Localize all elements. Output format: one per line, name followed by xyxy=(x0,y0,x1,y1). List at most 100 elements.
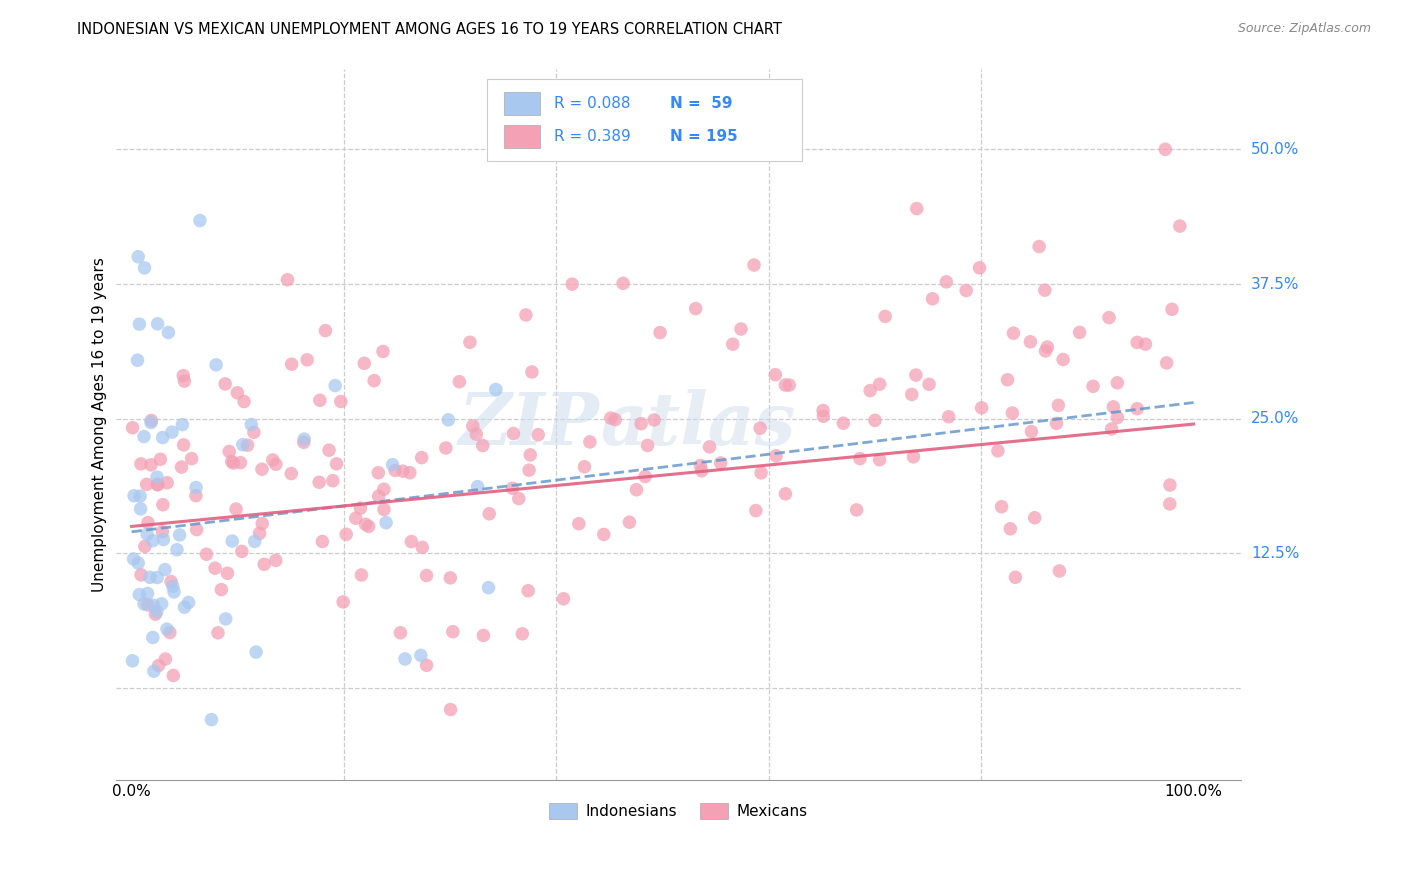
Point xyxy=(169,528,191,542)
Point xyxy=(1161,302,1184,317)
Point xyxy=(441,624,464,639)
Point xyxy=(561,277,583,292)
Point xyxy=(461,419,484,434)
Point xyxy=(325,457,347,471)
Point xyxy=(1069,326,1091,340)
Point xyxy=(371,344,394,359)
Point xyxy=(188,213,211,227)
Point xyxy=(1033,283,1056,297)
Point xyxy=(152,431,174,445)
Point xyxy=(605,412,627,426)
Point xyxy=(236,438,259,452)
Point xyxy=(332,595,354,609)
Point xyxy=(510,627,533,641)
Point xyxy=(384,463,406,477)
Point xyxy=(184,489,207,503)
Point xyxy=(322,474,344,488)
Point xyxy=(1159,478,1181,492)
Point xyxy=(1001,406,1024,420)
Point xyxy=(415,568,437,582)
Point xyxy=(225,502,247,516)
Point xyxy=(1107,376,1129,390)
Text: 37.5%: 37.5% xyxy=(1251,277,1299,292)
Point xyxy=(150,597,173,611)
Point xyxy=(139,458,162,472)
Point xyxy=(875,310,897,324)
FancyBboxPatch shape xyxy=(503,125,540,148)
Point xyxy=(127,556,149,570)
Point xyxy=(1126,335,1149,350)
Point xyxy=(146,477,169,491)
Point xyxy=(264,457,287,471)
Point xyxy=(335,527,357,541)
Point xyxy=(730,322,752,336)
Point xyxy=(990,500,1012,514)
Point xyxy=(146,570,169,584)
Point xyxy=(1126,401,1149,416)
Point xyxy=(252,516,274,531)
Point xyxy=(128,317,150,331)
Point xyxy=(314,324,336,338)
Point xyxy=(1000,522,1022,536)
Point xyxy=(904,368,927,382)
Point xyxy=(160,425,183,439)
Point xyxy=(163,585,186,599)
Point xyxy=(1019,334,1042,349)
Point xyxy=(721,337,744,351)
Point xyxy=(1101,422,1123,436)
Point xyxy=(145,607,167,622)
Point xyxy=(938,409,960,424)
Point xyxy=(778,378,800,392)
Point xyxy=(136,527,159,541)
Point xyxy=(439,571,461,585)
Text: INDONESIAN VS MEXICAN UNEMPLOYMENT AMONG AGES 16 TO 19 YEARS CORRELATION CHART: INDONESIAN VS MEXICAN UNEMPLOYMENT AMONG… xyxy=(77,22,782,37)
Point xyxy=(869,452,891,467)
Point xyxy=(955,284,977,298)
Point xyxy=(381,458,404,472)
Point xyxy=(749,421,772,435)
Point xyxy=(969,260,991,275)
Point xyxy=(292,432,315,446)
Point xyxy=(749,466,772,480)
Point xyxy=(465,427,488,442)
Point xyxy=(129,501,152,516)
Text: ZIP: ZIP xyxy=(458,389,600,459)
Point xyxy=(363,374,385,388)
Text: N = 195: N = 195 xyxy=(669,129,737,144)
Point xyxy=(214,376,236,391)
Point xyxy=(172,368,194,383)
Point xyxy=(129,457,152,471)
Point xyxy=(221,454,243,468)
Point xyxy=(449,375,471,389)
Text: 12.5%: 12.5% xyxy=(1251,546,1299,561)
Point xyxy=(280,467,302,481)
Point xyxy=(170,460,193,475)
Point xyxy=(139,416,162,430)
Point xyxy=(389,625,412,640)
Point xyxy=(173,374,195,388)
Point xyxy=(742,258,765,272)
Point xyxy=(763,368,786,382)
Point xyxy=(1004,570,1026,584)
Point xyxy=(710,456,733,470)
Point xyxy=(1168,219,1191,233)
Point xyxy=(136,586,159,600)
Point xyxy=(375,516,398,530)
Point xyxy=(217,566,239,581)
Point xyxy=(205,358,228,372)
Point xyxy=(399,466,422,480)
Point xyxy=(204,561,226,575)
Point xyxy=(502,426,524,441)
Point xyxy=(568,516,591,531)
Point xyxy=(173,600,195,615)
Point xyxy=(129,567,152,582)
Point xyxy=(129,489,152,503)
Point xyxy=(295,352,318,367)
Point xyxy=(121,421,143,435)
Point xyxy=(155,652,177,666)
Point xyxy=(240,417,263,432)
Point xyxy=(134,540,156,554)
Point xyxy=(619,515,641,529)
Point xyxy=(415,658,437,673)
Point xyxy=(142,599,165,613)
